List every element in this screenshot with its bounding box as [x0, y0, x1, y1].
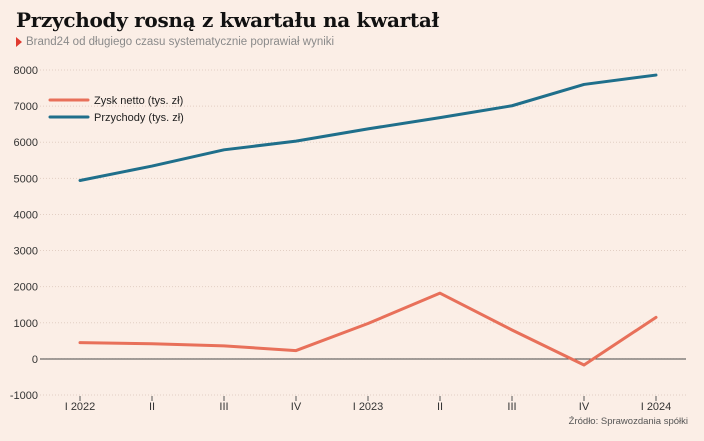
y-tick-label: 2000 [14, 282, 38, 294]
x-tick-label: III [507, 401, 516, 413]
x-tick-label: III [219, 401, 228, 413]
chart-title: Przychody rosną z kwartału na kwartał [16, 8, 439, 32]
x-tick-label: IV [579, 401, 590, 413]
x-tick-label: I 2022 [65, 401, 96, 413]
x-tick-label: II [437, 401, 443, 413]
series-line-przychody [78, 73, 658, 182]
y-tick-label: 3000 [14, 246, 38, 258]
subtitle-text: Brand24 od długiego czasu systematycznie… [26, 36, 335, 48]
y-tick-label: 7000 [14, 101, 38, 113]
y-tick-label: 8000 [14, 65, 38, 77]
x-tick-label: II [149, 401, 155, 413]
y-tick-label: -1000 [10, 390, 38, 402]
x-tick-label: I 2024 [641, 401, 672, 413]
x-tick-label: IV [291, 401, 302, 413]
series-line-zysk-netto [78, 291, 658, 367]
y-tick-label: 4000 [14, 209, 38, 221]
legend-label: Zysk netto (tys. zł) [94, 95, 183, 107]
x-tick-label: I 2023 [353, 401, 384, 413]
y-tick-label: 5000 [14, 173, 38, 185]
y-tick-label: 0 [32, 354, 38, 366]
chart-subtitle: Brand24 od długiego czasu systematycznie… [16, 36, 334, 48]
y-tick-label: 6000 [14, 137, 38, 149]
y-tick-label: 1000 [14, 318, 38, 330]
source-note: Źródło: Sprawozdania spółki [568, 416, 688, 427]
triangle-marker-icon [16, 37, 22, 47]
legend-label: Przychody (tys. zł) [94, 112, 184, 124]
